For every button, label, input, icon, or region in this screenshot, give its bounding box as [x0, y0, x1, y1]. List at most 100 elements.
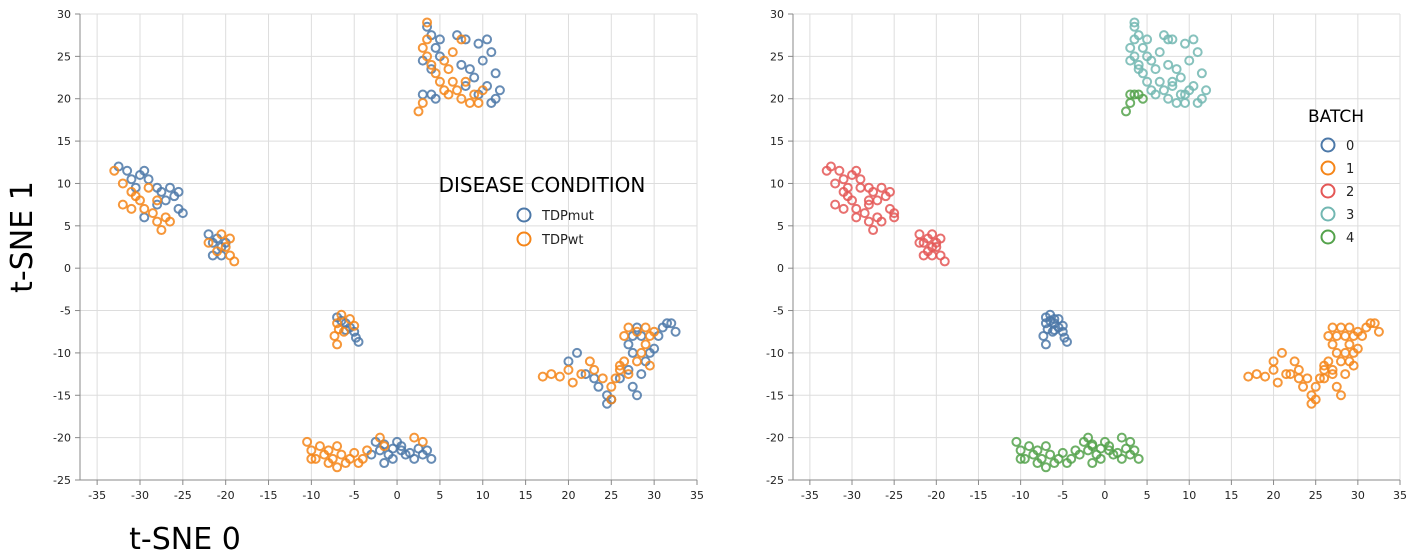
scatter-point: [614, 364, 625, 375]
x-tick-label: -15: [969, 489, 987, 502]
scatter-point: [323, 445, 334, 456]
scatter-point: [935, 233, 946, 244]
scatter-point: [430, 42, 441, 53]
scatter-point: [220, 242, 231, 252]
legend-symbol: [1320, 206, 1336, 222]
scatter-point: [1125, 97, 1136, 108]
scatter-point: [1047, 326, 1058, 337]
scatter-point: [1188, 34, 1199, 45]
scatter-point: [1019, 453, 1030, 464]
scatter-point: [931, 242, 942, 252]
scatter-point: [623, 322, 634, 333]
series-4: [1011, 89, 1148, 473]
scatter-point: [1175, 72, 1186, 83]
series-TDPmut: [113, 21, 681, 469]
scatter-point: [1129, 445, 1140, 456]
scatter-point: [422, 34, 433, 45]
scatter-point: [1302, 373, 1313, 384]
scatter-point: [323, 458, 334, 469]
scatter-point: [1192, 97, 1203, 108]
scatter-point: [1137, 68, 1148, 79]
scatter-point: [1310, 381, 1321, 392]
legend-label: TDPwt: [541, 233, 584, 248]
scatter-point: [838, 174, 849, 185]
scatter-point: [443, 64, 454, 75]
scatter-point: [1357, 330, 1368, 341]
scatter-point: [490, 68, 501, 79]
scatter-point: [876, 182, 887, 193]
legend-title: BATCH: [1308, 107, 1364, 127]
scatter-point: [1087, 439, 1098, 450]
scatter-point: [1298, 381, 1309, 392]
y-tick-label: 30: [57, 8, 71, 21]
scatter-point: [606, 381, 617, 392]
x-tick-label: -5: [1057, 489, 1068, 502]
scatter-point: [152, 216, 163, 227]
scatter-point: [212, 246, 223, 257]
scatter-point: [314, 441, 325, 452]
scatter-point: [1327, 369, 1338, 380]
scatter-point: [152, 199, 163, 210]
x-tick-label: -5: [349, 489, 360, 502]
scatter-point: [134, 195, 145, 206]
scatter-point: [851, 203, 862, 214]
series-1: [1243, 318, 1384, 409]
scatter-point: [1158, 30, 1169, 41]
scatter-point: [464, 97, 475, 108]
legend-label: TDPmut: [541, 209, 594, 224]
scatter-point: [164, 182, 175, 193]
scatter-point: [126, 203, 137, 214]
scatter-point: [939, 256, 950, 267]
scatter-point: [606, 394, 617, 405]
scatter-point: [1042, 324, 1053, 335]
scatter-point: [1344, 322, 1355, 333]
scatter-point: [1335, 322, 1346, 333]
scatter-point: [336, 449, 347, 460]
x-axis-title: t-SNE 0: [129, 522, 241, 557]
scatter-point: [584, 356, 595, 367]
legend-symbol: [1320, 229, 1336, 245]
scatter-point: [417, 42, 428, 53]
scatter-point: [1015, 453, 1026, 464]
legend-symbol: [516, 207, 532, 223]
scatter-point: [1095, 453, 1106, 464]
legend-symbol: [1320, 160, 1336, 176]
scatter-point: [1121, 106, 1132, 117]
scatter-point: [1150, 64, 1161, 75]
scatter-point: [589, 364, 600, 375]
x-tick-label: -25: [885, 489, 903, 502]
scatter-point: [914, 237, 925, 248]
scatter-point: [409, 453, 420, 464]
scatter-point: [1335, 390, 1346, 401]
y-tick-label: -10: [766, 347, 784, 360]
y-tick-label: -20: [53, 432, 71, 445]
scatter-point: [1049, 314, 1060, 325]
scatter-point: [469, 72, 480, 83]
x-tick-label: -30: [131, 489, 149, 502]
scatter-point: [567, 377, 578, 388]
scatter-point: [482, 34, 493, 45]
scatter-point: [649, 343, 660, 354]
scatter-point: [632, 390, 643, 401]
scatter-panel-batch: -35 -30 -25 -20 -15 -10 -5 0 5 10 15 20 25 30 35-25-20…: [766, 8, 1407, 502]
scatter-point: [821, 165, 832, 176]
scatter-point: [623, 369, 634, 380]
scatter-point: [1040, 318, 1051, 329]
scatter-point: [1057, 320, 1068, 331]
scatter-point: [1129, 17, 1140, 28]
scatter-point: [589, 373, 600, 384]
y-tick-label: 15: [57, 135, 71, 148]
scatter-point: [1125, 55, 1136, 66]
y-axis-title: t-SNE 1: [5, 181, 40, 293]
scatter-point: [1171, 64, 1182, 75]
scatter-point: [460, 81, 471, 92]
scatter-point: [417, 97, 428, 108]
scatter-point: [1133, 453, 1144, 464]
scatter-point: [1158, 85, 1169, 96]
scatter-point: [1289, 356, 1300, 367]
scatter-point: [447, 76, 458, 87]
scatter-point: [1167, 34, 1178, 45]
scatter-point: [349, 447, 360, 458]
x-tick-label: 0: [1101, 489, 1108, 502]
scatter-point: [422, 445, 433, 456]
